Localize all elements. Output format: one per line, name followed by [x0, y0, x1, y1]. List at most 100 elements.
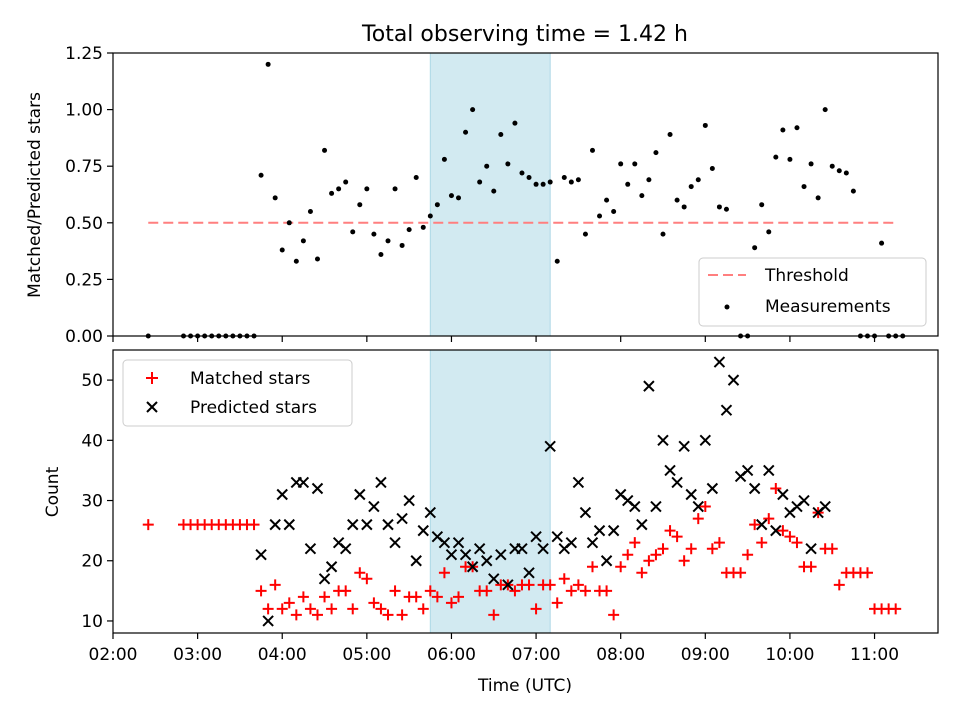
- matched-star-point: [671, 531, 683, 543]
- top-y-tick-label: 0.75: [65, 157, 103, 177]
- x-tick-label: 08:00: [596, 645, 645, 665]
- measurement-point: [434, 202, 440, 208]
- matched-star-point: [276, 603, 288, 615]
- matched-star-point: [417, 603, 429, 615]
- predicted-star-point: [763, 464, 775, 477]
- legend-measurements-label: Measurements: [765, 297, 891, 317]
- measurement-point: [582, 231, 588, 237]
- top-y-label: Matched/Predicted stars: [25, 92, 45, 298]
- predicted-star-point: [572, 476, 585, 489]
- measurement-point: [723, 206, 729, 212]
- matched-star-point: [297, 591, 309, 603]
- matched-star-point: [304, 603, 316, 615]
- measurement-point: [646, 177, 652, 183]
- matched-star-point: [410, 591, 422, 603]
- measurement-point: [512, 120, 518, 126]
- matched-star-point: [389, 585, 401, 597]
- measurement-point: [561, 175, 567, 181]
- predicted-star-point: [389, 536, 401, 549]
- legend-matched-swatch: [146, 372, 158, 384]
- matched-star-point: [636, 567, 648, 579]
- predicted-star-point: [481, 555, 493, 567]
- matched-star-point: [833, 579, 845, 591]
- matched-star-point: [311, 609, 323, 621]
- measurement-point: [470, 107, 476, 113]
- predicted-star-point: [685, 488, 697, 501]
- predicted-star-point: [452, 536, 465, 549]
- predicted-star-point: [417, 524, 429, 537]
- measurement-point: [773, 154, 779, 160]
- measurement-point: [695, 177, 701, 183]
- measurement-point: [547, 179, 553, 185]
- measurement-point: [879, 240, 885, 246]
- matched-star-point: [445, 597, 457, 609]
- measurement-point: [667, 132, 673, 138]
- bottom-y-tick-label: 40: [81, 431, 103, 451]
- matched-star-point: [558, 573, 570, 585]
- matched-star-point: [692, 513, 704, 525]
- matched-star-point: [777, 525, 789, 537]
- matched-star-point: [706, 543, 718, 555]
- matched-star-point: [890, 603, 902, 615]
- matched-star-point: [629, 537, 641, 549]
- predicted-star-point: [339, 542, 352, 555]
- matched-star-point: [375, 603, 387, 615]
- bottom-y-tick-label: 10: [81, 612, 103, 632]
- matched-star-point: [586, 561, 598, 573]
- predicted-star-point: [678, 440, 690, 453]
- bottom-legend-box: [122, 359, 353, 427]
- predicted-star-point: [255, 549, 267, 561]
- matched-star-point: [565, 585, 577, 597]
- predicted-star-point: [819, 500, 831, 513]
- top-legend-box: [698, 257, 927, 327]
- matched-star-point: [326, 603, 338, 615]
- predicted-star-point: [473, 542, 486, 555]
- measurement-point: [399, 242, 405, 248]
- bottom-x-ticks: 02:00 03:00 04:00 05:00 06:00 07:00 08:00 09:00…: [89, 633, 899, 665]
- matched-star-point: [601, 585, 613, 597]
- matched-star-point: [608, 609, 620, 621]
- measurement-point: [343, 179, 349, 185]
- measurement-point: [808, 161, 814, 167]
- matched-star-point: [749, 519, 761, 531]
- measurement-point: [639, 193, 645, 199]
- predicted-star-point: [410, 555, 422, 567]
- predicted-star-point: [565, 536, 578, 549]
- matched-star-point: [262, 603, 274, 615]
- predicted-star-point: [488, 573, 500, 585]
- matched-star-point: [861, 567, 873, 579]
- matched-star-point: [509, 585, 521, 597]
- measurement-point: [540, 181, 546, 187]
- matched-star-point: [678, 555, 690, 567]
- matched-star-point: [791, 537, 803, 549]
- matched-star-point: [319, 591, 331, 603]
- matched-star-point: [622, 549, 634, 561]
- matched-star-point: [340, 585, 352, 597]
- matched-star-point: [657, 543, 669, 555]
- measurement-point: [293, 258, 299, 264]
- top-legend: Threshold Measurements: [698, 257, 927, 327]
- matched-star-point: [361, 573, 373, 585]
- measurement-point: [597, 213, 603, 219]
- measurement-point: [385, 238, 391, 244]
- matched-star-point: [699, 501, 711, 513]
- matched-star-point: [615, 561, 627, 573]
- matched-star-point: [756, 537, 768, 549]
- measurement-point: [350, 229, 356, 235]
- predicted-star-point: [579, 506, 592, 519]
- measurement-point: [681, 204, 687, 210]
- predicted-star-point: [586, 536, 599, 549]
- matched-star-point: [530, 603, 542, 615]
- measurement-point: [357, 202, 363, 208]
- top-axes-frame: [112, 52, 939, 337]
- bottom-y-label: Count: [43, 466, 63, 517]
- measurement-point: [618, 161, 624, 167]
- matched-star-point: [650, 549, 662, 561]
- measurement-point: [322, 147, 328, 153]
- predicted-star-point: [720, 404, 733, 416]
- predicted-star-point: [770, 524, 782, 537]
- measurement-point: [554, 258, 560, 264]
- predicted-star-point: [805, 542, 817, 555]
- matched-star-point: [826, 543, 838, 555]
